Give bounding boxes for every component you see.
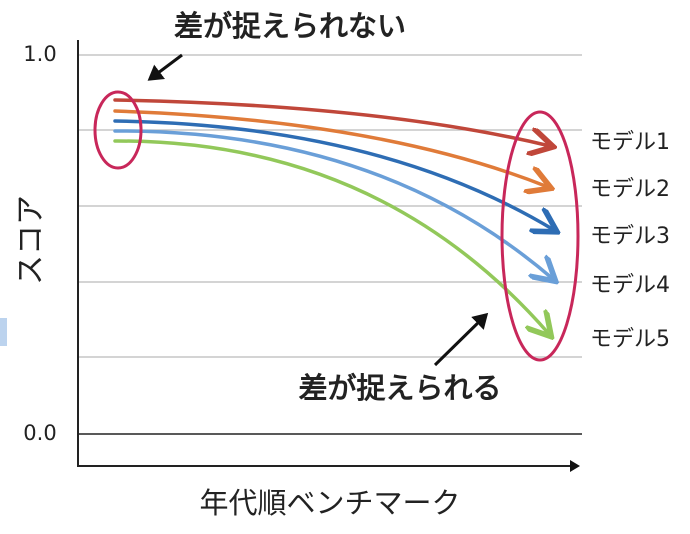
highlight-ellipse — [500, 110, 580, 362]
edge-mark — [0, 318, 7, 346]
curves — [113, 98, 554, 334]
model-label: モデル2 — [590, 177, 670, 202]
curve — [113, 109, 548, 187]
y-tick-label: 1.0 — [23, 42, 56, 66]
y-tick-label: 0.0 — [23, 421, 56, 445]
curve — [113, 98, 550, 146]
curve — [113, 129, 553, 279]
model-label: モデル1 — [590, 130, 670, 155]
curve — [113, 139, 549, 334]
annotation-arrow — [147, 53, 183, 81]
annotation-arrow — [433, 312, 489, 367]
curve — [113, 119, 554, 230]
x-axis-label: 年代順ベンチマーク — [199, 486, 460, 520]
model-label: モデル3 — [590, 224, 670, 249]
model-label: モデル5 — [590, 327, 670, 352]
model-label: モデル4 — [590, 273, 670, 298]
highlight-ellipse — [93, 90, 143, 170]
annotation: 差が捉えられる — [298, 371, 501, 405]
y-axis-label: スコア — [14, 195, 49, 285]
annotation: 差が捉えられない — [174, 9, 406, 43]
